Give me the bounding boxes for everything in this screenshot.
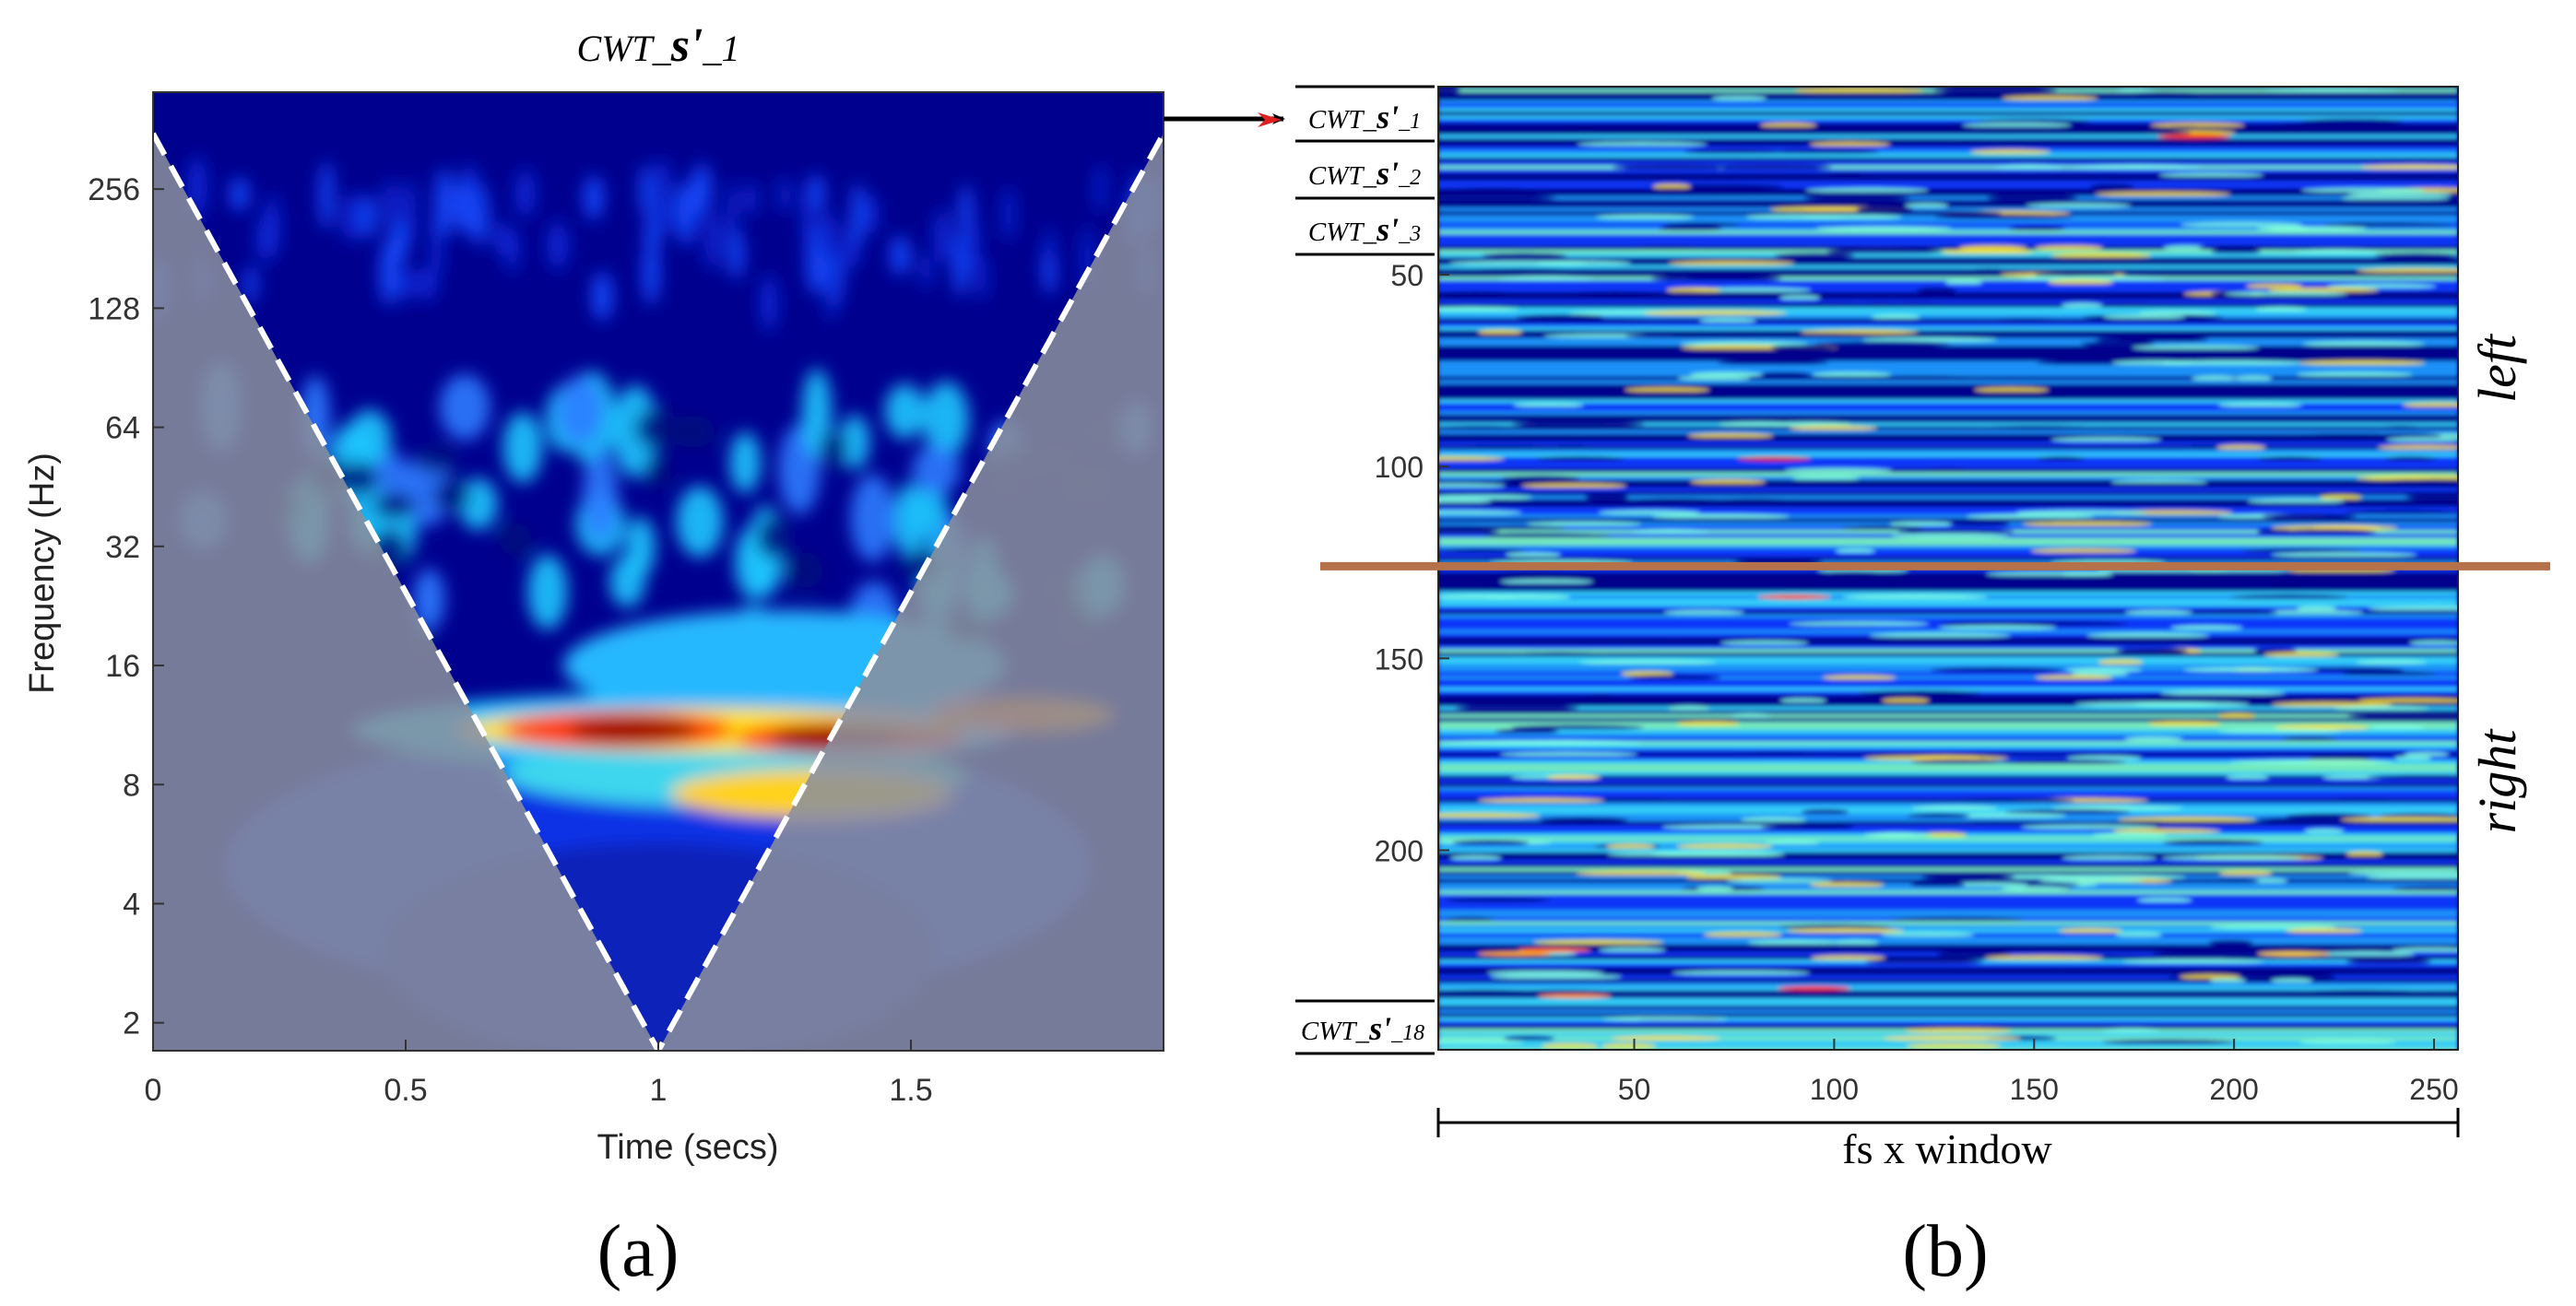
axes-a: 0 0.5 1 1.5 2 4 8 16 32 64 128 256 bbox=[88, 172, 932, 1108]
x-tick-label-a: 1 bbox=[650, 1073, 668, 1108]
x-tick-label-b: 200 bbox=[2209, 1073, 2258, 1106]
y-tick-label-a: 16 bbox=[105, 649, 140, 684]
x-tick-label-b: 150 bbox=[2010, 1073, 2059, 1106]
scalogram-a bbox=[153, 92, 1164, 1051]
y-tick-label-a: 8 bbox=[123, 768, 140, 803]
group-label-right: right bbox=[2467, 728, 2527, 834]
panel-b: 50 100 150 200 250 50 100 150 200 CWT_s'_1 CWT_s… bbox=[1295, 85, 2550, 1292]
y-tick-label-a: 4 bbox=[123, 887, 140, 922]
y-tick-label-b: 50 bbox=[1390, 259, 1424, 292]
panel-a-title: CWT_s'_1 bbox=[577, 19, 740, 72]
x-axis-label-a: Time (secs) bbox=[597, 1128, 778, 1167]
y-tick-label-a: 32 bbox=[105, 530, 140, 565]
axes-b: 50 100 150 200 250 50 100 150 200 bbox=[1375, 86, 2459, 1106]
svg-text:CWT_s'_18: CWT_s'_18 bbox=[1301, 1010, 1424, 1047]
y-tick-label-b: 200 bbox=[1375, 835, 1424, 868]
y-tick-label-b: 100 bbox=[1375, 451, 1424, 484]
x-tick-label-b: 50 bbox=[1618, 1073, 1651, 1106]
row-label-cwt-2: CWT_s'_2 bbox=[1295, 155, 1435, 200]
svg-text:CWT_s'_2: CWT_s'_2 bbox=[1308, 155, 1421, 192]
panel-a: CWT_s'_1 0 0.5 1 1.5 2 4 8 16 32 64 128 256 Time (s… bbox=[23, 19, 1164, 1292]
row-label-cwt-3: CWT_s'_3 bbox=[1295, 211, 1435, 256]
x-tick-label-a: 0.5 bbox=[384, 1073, 427, 1108]
arrow-head-icon bbox=[1258, 112, 1282, 127]
panel-b-label: (b) bbox=[1902, 1211, 1988, 1292]
group-label-left: left bbox=[2467, 333, 2527, 403]
y-tick-label-b: 150 bbox=[1375, 642, 1424, 676]
x-tick-label-a: 1.5 bbox=[889, 1073, 932, 1108]
row-label-cwt-18: CWT_s'_18 bbox=[1295, 999, 1435, 1055]
y-axis-label-a: Frequency (Hz) bbox=[23, 453, 62, 694]
feature-rows bbox=[1438, 87, 2458, 1050]
cone-of-influence-shade bbox=[153, 92, 1164, 1051]
y-tick-label-a: 64 bbox=[105, 411, 140, 446]
svg-text:CWT_s'_3: CWT_s'_3 bbox=[1308, 211, 1421, 248]
row-label-cwt-1: CWT_s'_1 bbox=[1295, 85, 1435, 143]
x-tick-label-b: 250 bbox=[2409, 1073, 2458, 1106]
x-tick-label-a: 0 bbox=[145, 1073, 162, 1108]
x-tick-label-b: 100 bbox=[1810, 1073, 1859, 1106]
y-tick-label-a: 2 bbox=[123, 1006, 140, 1041]
cone-of-influence-boundary bbox=[153, 132, 1164, 1051]
x-axis-label-b: fs x window bbox=[1842, 1125, 2052, 1172]
y-tick-label-a: 128 bbox=[88, 291, 140, 326]
svg-text:CWT_s'_1: CWT_s'_1 bbox=[1308, 99, 1421, 135]
x-range-bracket bbox=[1436, 1108, 2460, 1137]
panel-a-label: (a) bbox=[597, 1211, 679, 1292]
y-tick-label-a: 256 bbox=[88, 172, 140, 207]
